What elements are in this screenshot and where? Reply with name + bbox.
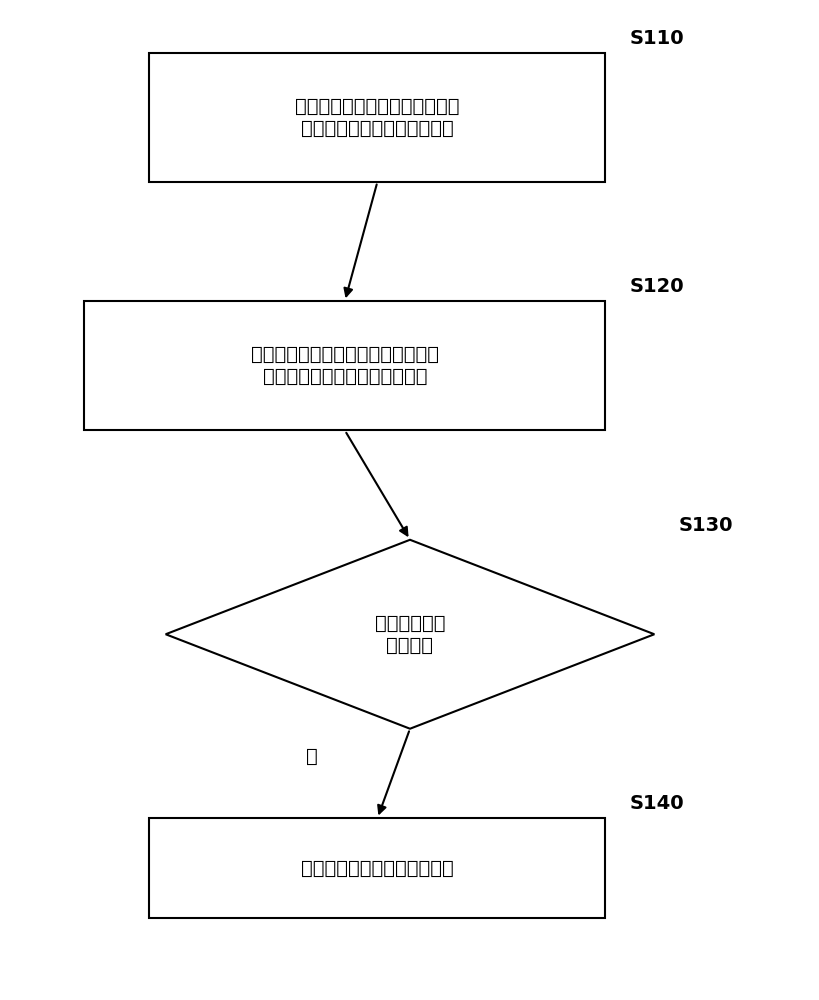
Text: 基于导航引导信息，识别转向引导信
息所指示的路口位置和转弯方向: 基于导航引导信息，识别转向引导信 息所指示的路口位置和转弯方向 — [251, 345, 438, 386]
Text: 是: 是 — [306, 747, 318, 766]
Text: 开启对应于转弯方向的转向灯: 开启对应于转弯方向的转向灯 — [301, 858, 453, 877]
Polygon shape — [165, 540, 654, 729]
FancyBboxPatch shape — [84, 301, 604, 430]
Text: 判断车辆是否
靠近路口: 判断车辆是否 靠近路口 — [374, 614, 445, 655]
FancyBboxPatch shape — [149, 52, 604, 182]
Text: S140: S140 — [629, 794, 684, 813]
Text: 获取外设的移动终端提供的包含
转向引导信息的导航引导信息: 获取外设的移动终端提供的包含 转向引导信息的导航引导信息 — [295, 97, 459, 138]
Text: S130: S130 — [678, 516, 732, 535]
Text: S110: S110 — [629, 29, 684, 48]
Text: S120: S120 — [629, 277, 684, 296]
FancyBboxPatch shape — [149, 818, 604, 918]
